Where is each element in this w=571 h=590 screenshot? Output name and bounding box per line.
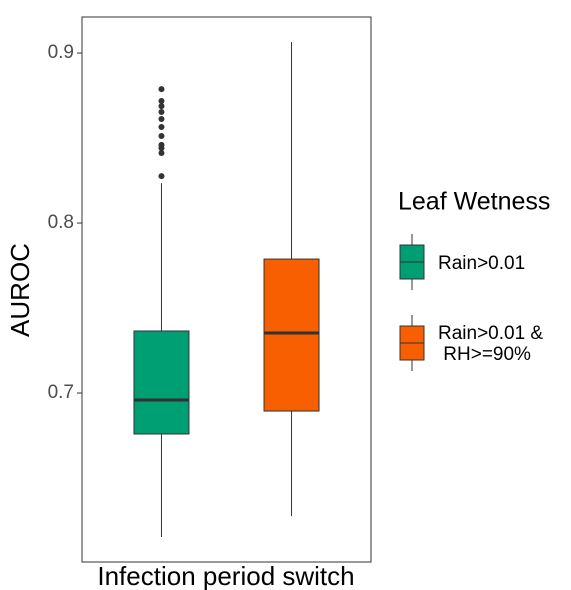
legend-label: Rain>0.01 [438, 252, 526, 274]
legend-label: Rain>0.01 & RH>=90% [438, 323, 544, 365]
box [133, 330, 190, 435]
y-tick-label: 0.7 [48, 382, 74, 403]
y-tick-label: 0.9 [48, 42, 74, 63]
outlier [158, 97, 165, 104]
x-axis-label: Infection period switch [97, 561, 354, 590]
box [263, 258, 320, 412]
outlier [158, 109, 165, 116]
outlier [158, 149, 165, 156]
outlier [158, 115, 165, 122]
legend-title: Leaf Wetness [398, 188, 550, 216]
plot-panel [81, 16, 372, 563]
legend-label-box: Rain>0.01 [438, 252, 526, 274]
outlier [158, 123, 165, 130]
outlier [158, 173, 165, 180]
legend-label-box: Rain>0.01 & RH>=90% [438, 323, 544, 365]
outlier [158, 132, 165, 139]
outlier [158, 86, 165, 93]
y-tick-label: 0.8 [48, 212, 74, 233]
outlier [158, 103, 165, 110]
y-axis-label: AUROC [5, 243, 35, 337]
outlier [158, 141, 165, 148]
